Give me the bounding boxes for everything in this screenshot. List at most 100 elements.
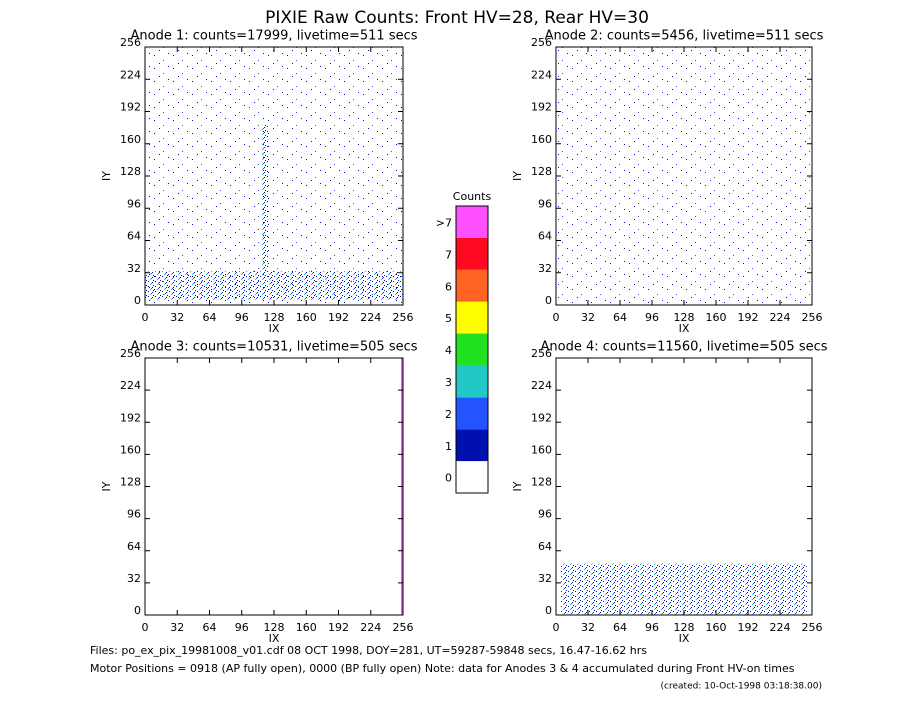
x-tick-label: 192 [328,621,349,634]
colorbar-swatch [456,269,488,302]
y-tick-label: 160 [120,133,141,146]
y-axis-label: IY [100,481,113,491]
y-tick-label: 192 [120,411,141,424]
y-tick-label: 128 [531,165,552,178]
x-tick-label: 128 [674,621,695,634]
x-tick-label: 32 [170,621,184,634]
x-axis-label: IX [269,632,280,645]
x-tick-label: 192 [738,621,759,634]
x-tick-label: 128 [674,311,695,324]
x-tick-label: 0 [142,621,149,634]
x-tick-label: 0 [553,311,560,324]
colorbar-swatch [456,461,488,493]
y-tick-label: 256 [531,36,552,49]
footer-text: (created: 10-Oct-1998 03:18:38.00) [661,682,822,692]
y-tick-label: 224 [120,379,141,392]
x-tick-label: 160 [296,621,317,634]
y-tick-label: 32 [127,262,141,275]
count-texture [145,271,403,300]
y-tick-label: 64 [127,540,141,553]
x-axis-label: IX [679,632,690,645]
y-tick-label: 128 [531,476,552,489]
x-tick-label: 192 [738,311,759,324]
x-tick-label: 0 [553,621,560,634]
count-texture [561,563,807,615]
y-axis-label: IY [100,171,113,181]
x-tick-label: 96 [235,621,249,634]
y-tick-label: 96 [127,508,141,521]
colorbar-swatch [456,429,488,462]
x-tick-label: 96 [235,311,249,324]
x-axis-label: IX [679,322,690,335]
y-tick-label: 96 [538,508,552,521]
y-tick-label: 192 [531,101,552,114]
colorbar-swatch [456,301,488,334]
x-tick-label: 224 [770,621,791,634]
x-tick-label: 160 [706,621,727,634]
x-tick-label: 256 [393,311,414,324]
y-tick-label: 192 [531,411,552,424]
x-tick-label: 256 [802,621,823,634]
x-tick-label: 256 [802,311,823,324]
y-tick-label: 160 [531,443,552,456]
colorbar-label: 3 [445,376,452,389]
x-tick-label: 64 [613,311,627,324]
y-tick-label: 32 [538,262,552,275]
y-tick-label: 256 [120,36,141,49]
x-tick-label: 64 [203,311,217,324]
colorbar-label: >7 [436,217,452,230]
y-tick-label: 96 [127,197,141,210]
footer-text: Motor Positions = 0918 (AP fully open), … [90,662,795,675]
y-tick-label: 32 [538,572,552,585]
footer-text: Files: po_ex_pix_19981008_v01.cdf 08 OCT… [90,644,647,657]
x-tick-label: 224 [360,311,381,324]
colorbar-swatch [456,397,488,430]
count-texture [145,47,403,305]
x-tick-label: 32 [170,311,184,324]
colorbar-label: 6 [445,280,452,293]
plot-frame [144,357,404,616]
count-texture [556,284,812,300]
x-tick-label: 0 [142,311,149,324]
x-tick-label: 192 [328,311,349,324]
y-tick-label: 128 [120,476,141,489]
y-tick-label: 256 [531,347,552,360]
count-texture [556,47,812,305]
x-tick-label: 160 [706,311,727,324]
x-tick-label: 224 [770,311,791,324]
y-tick-label: 0 [545,294,552,307]
x-tick-label: 96 [645,311,659,324]
panel-title: Anode 2: counts=5456, livetime=511 secs [545,29,824,44]
x-tick-label: 224 [360,621,381,634]
x-tick-label: 32 [581,311,595,324]
y-tick-label: 96 [538,197,552,210]
x-tick-label: 32 [581,621,595,634]
x-tick-label: 160 [296,311,317,324]
x-axis-label: IX [269,322,280,335]
y-tick-label: 64 [127,230,141,243]
x-tick-label: 256 [393,621,414,634]
colorbar-swatch [456,206,488,238]
y-tick-label: 0 [134,294,141,307]
colorbar-label: 1 [445,440,452,453]
y-tick-label: 0 [545,604,552,617]
panel-title: Anode 1: counts=17999, livetime=511 secs [130,29,417,44]
y-tick-label: 224 [531,68,552,81]
x-tick-label: 64 [203,621,217,634]
y-axis-label: IY [511,171,524,181]
colorbar-label: 5 [445,312,452,325]
colorbar-label: 7 [445,248,452,261]
panel-title: Anode 3: counts=10531, livetime=505 secs [130,340,417,355]
y-tick-label: 0 [134,604,141,617]
x-tick-label: 96 [645,621,659,634]
y-tick-label: 160 [120,443,141,456]
x-tick-label: 128 [264,311,285,324]
y-tick-label: 32 [127,572,141,585]
count-texture [261,124,269,280]
y-tick-label: 224 [120,68,141,81]
y-tick-label: 224 [531,379,552,392]
x-tick-label: 64 [613,621,627,634]
y-tick-label: 256 [120,347,141,360]
colorbar-title: Counts [453,190,492,203]
